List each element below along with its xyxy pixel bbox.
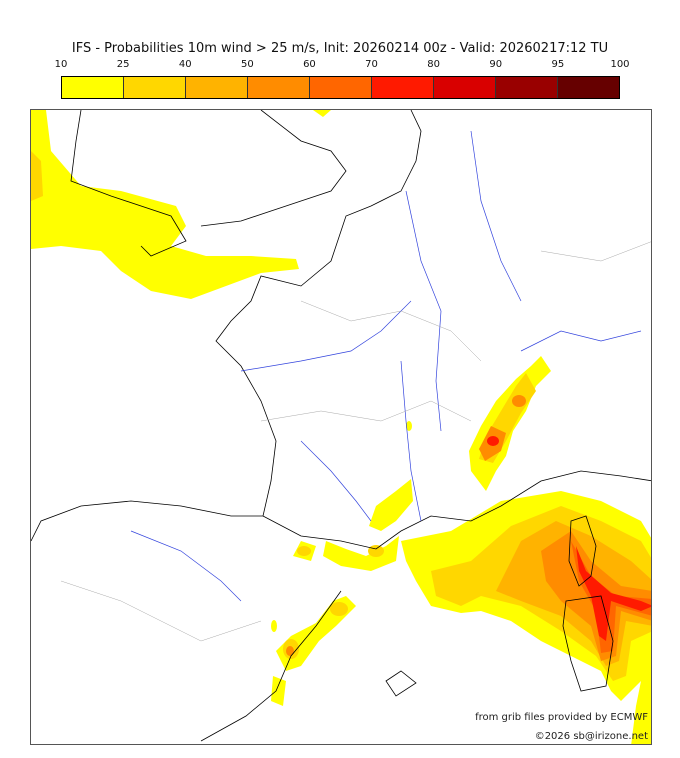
colorbar-bin xyxy=(248,77,310,98)
map-area xyxy=(30,109,652,745)
probability-map xyxy=(31,110,651,744)
colorbar-tick-label: 70 xyxy=(365,59,378,70)
colorbar-tick-label: 100 xyxy=(610,59,630,70)
colorbar-bin xyxy=(124,77,186,98)
colorbar-bin xyxy=(372,77,434,98)
data-source-credit: from grib files provided by ECMWF xyxy=(475,712,648,723)
colorbar-tick-label: 40 xyxy=(178,59,192,70)
colorbar-tick-label: 60 xyxy=(303,59,316,70)
colorbar-tick-label: 80 xyxy=(427,59,441,70)
colorbar-tick-label: 25 xyxy=(116,59,130,70)
colorbar-bin xyxy=(310,77,372,98)
colorbar-bin xyxy=(558,77,619,98)
copyright-credit: ©2026 sb@irizone.net xyxy=(534,731,648,742)
rivers xyxy=(130,130,642,602)
colorbar-bin xyxy=(186,77,248,98)
colorbar-tick-label: 50 xyxy=(240,59,254,70)
colorbar-tick-label: 95 xyxy=(551,59,565,70)
colorbar xyxy=(61,76,620,99)
borders xyxy=(60,241,651,642)
probability-field xyxy=(31,110,651,744)
map-title: IFS - Probabilities 10m wind > 25 m/s, I… xyxy=(71,41,609,56)
coastlines xyxy=(31,110,651,742)
colorbar-bin xyxy=(496,77,558,98)
colorbar-tick-label: 90 xyxy=(489,59,503,70)
colorbar-bin xyxy=(434,77,496,98)
colorbar-bin xyxy=(62,77,124,98)
colorbar-tick-label: 10 xyxy=(54,59,68,70)
